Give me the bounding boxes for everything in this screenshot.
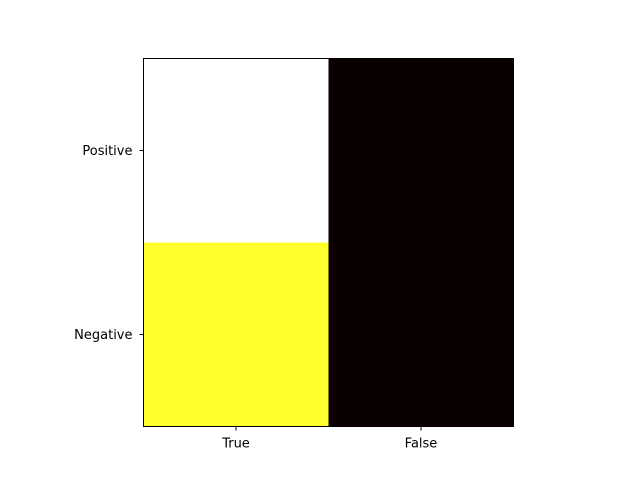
x-tick-label-true: True bbox=[221, 437, 250, 452]
y-tick-label-negative: Negative bbox=[74, 328, 132, 343]
heatmap-cell-negative-false bbox=[328, 242, 514, 427]
y-tick-label-positive: Positive bbox=[82, 144, 132, 159]
heatmap-cell-negative-true bbox=[143, 242, 329, 427]
heatmap-cells bbox=[143, 58, 514, 427]
plot-frame bbox=[143, 58, 514, 427]
y-axis: Positive Negative bbox=[74, 144, 144, 343]
x-tick-label-false: False bbox=[405, 437, 438, 452]
heatmap-cell-positive-true bbox=[143, 58, 329, 243]
heatmap-cell-positive-false bbox=[328, 58, 514, 243]
x-axis: True False bbox=[221, 426, 438, 452]
